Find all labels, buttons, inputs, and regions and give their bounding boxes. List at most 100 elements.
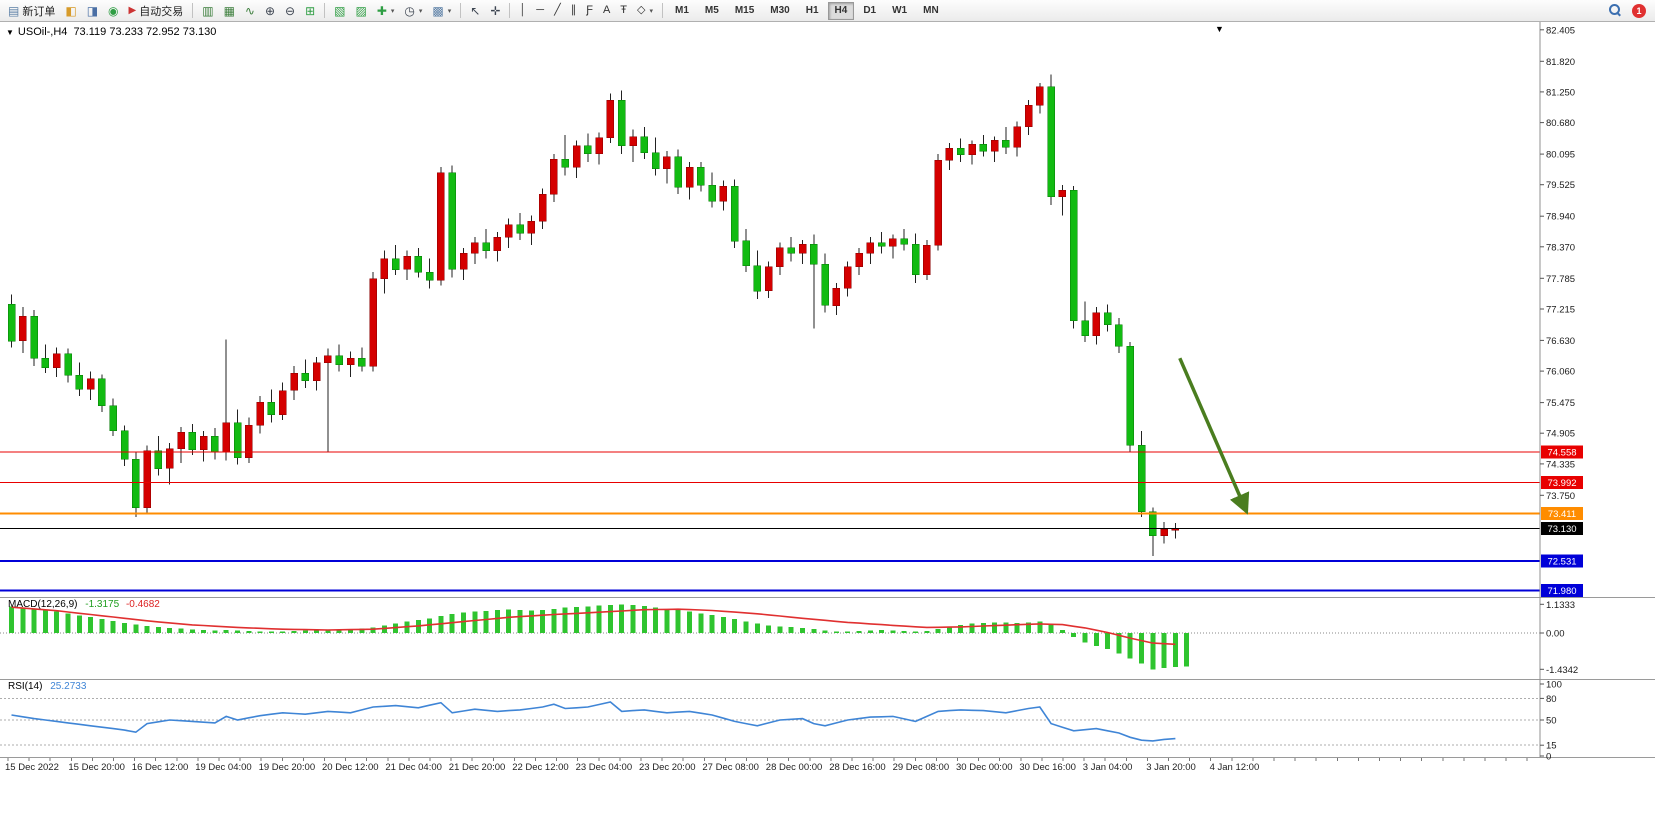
search-icon[interactable] xyxy=(1609,4,1622,17)
autotrading-icon: ▶ xyxy=(128,4,137,16)
tile-windows-button[interactable]: ⊞ xyxy=(300,1,320,20)
crosshair-icon: ✛ xyxy=(490,3,501,18)
data-window-icon: ◨ xyxy=(86,3,99,18)
chevron-down-icon: ▾ xyxy=(390,7,395,15)
market-watch-button[interactable]: ◧ xyxy=(60,1,81,20)
price-badge-label: 73.992 xyxy=(1547,478,1576,489)
template-icon: ▩ xyxy=(432,3,444,18)
toolbar-separator xyxy=(662,3,663,18)
price-axis[interactable]: 82.405 81.820 81.250 80.680 80.095 79.525 78.9… xyxy=(1539,22,1578,763)
price-badge-label: 74.558 xyxy=(1547,447,1576,458)
timeframe-mn-button[interactable]: MN xyxy=(916,2,946,20)
symbol-dropdown-icon[interactable]: ▼ xyxy=(6,27,14,37)
rsi-pane xyxy=(0,697,1540,746)
navigator-button[interactable]: ◉ xyxy=(103,1,123,20)
price-axis-label: 80.095 xyxy=(1546,150,1575,161)
arrows-tool-button[interactable]: Ŧ xyxy=(615,1,632,20)
macd-axis-label: -1.4342 xyxy=(1546,665,1578,676)
text-tool-button[interactable]: A xyxy=(598,1,615,20)
templates-button[interactable]: ▩ ▾ xyxy=(427,1,456,20)
time-axis[interactable]: 15 Dec 2022 15 Dec 20:00 16 Dec 12:00 19 De… xyxy=(5,758,1528,773)
trendline-button[interactable]: ╱ xyxy=(549,1,566,20)
vertical-line-button[interactable]: │ xyxy=(514,1,531,20)
zoom-in-button[interactable]: ⊕ xyxy=(260,1,280,20)
price-axis-label: 74.335 xyxy=(1546,459,1575,470)
candlestick-chart-icon: ▦ xyxy=(223,3,235,18)
new-order-icon: ▤ xyxy=(8,3,20,18)
time-axis-label: 28 Dec 00:00 xyxy=(766,762,823,773)
autotrading-button[interactable]: ▶ 自动交易 xyxy=(124,1,189,20)
chart-shift-marker[interactable]: ▼ xyxy=(1215,24,1224,34)
line-chart-icon: ∿ xyxy=(244,3,255,18)
clock-icon: ◷ xyxy=(404,3,415,18)
cursor-button[interactable]: ↖ xyxy=(465,1,485,20)
fibonacci-icon: Ƒ xyxy=(586,4,593,16)
time-axis-label: 30 Dec 00:00 xyxy=(956,762,1013,773)
time-axis-label: 3 Jan 04:00 xyxy=(1083,762,1133,773)
macd-pane xyxy=(0,604,1540,670)
shift-chart-icon: ▧ xyxy=(334,3,346,18)
price-badge-label: 71.980 xyxy=(1547,586,1576,597)
price-axis-label: 77.785 xyxy=(1546,274,1575,285)
level-lines[interactable] xyxy=(0,451,1540,592)
shift-chart-button[interactable]: ▧ xyxy=(329,1,350,20)
market-watch-icon: ◧ xyxy=(65,3,77,18)
fibonacci-button[interactable]: Ƒ xyxy=(581,1,598,20)
rsi-name: RSI(14) xyxy=(8,681,43,692)
timeframe-group: M1 M5 M15 M30 H1 H4 D1 W1 MN xyxy=(667,0,947,22)
notification-badge[interactable]: 1 xyxy=(1632,3,1646,18)
bar-chart-button[interactable]: ▥ xyxy=(197,1,218,20)
time-axis-label: 3 Jan 20:00 xyxy=(1146,762,1196,773)
price-axis-label: 81.250 xyxy=(1546,87,1575,98)
macd-axis-label: 1.1333 xyxy=(1546,600,1575,611)
cursor-icon: ↖ xyxy=(470,3,481,18)
candles xyxy=(7,74,1180,557)
rsi-axis-label: 100 xyxy=(1546,680,1562,691)
channel-button[interactable]: ∥ xyxy=(566,1,582,20)
line-chart-button[interactable]: ∿ xyxy=(240,1,260,20)
chevron-down-icon: ▾ xyxy=(447,7,452,15)
timeframe-h4-button[interactable]: H4 xyxy=(827,1,855,20)
horizontal-line-button[interactable]: ─ xyxy=(531,1,549,20)
navigator-icon: ◉ xyxy=(108,3,119,18)
price-axis-label: 74.905 xyxy=(1546,429,1575,440)
timeframe-m1-button[interactable]: M1 xyxy=(668,2,696,20)
periods-button[interactable]: ◷ ▾ xyxy=(399,1,427,20)
candle-chart-button[interactable]: ▦ xyxy=(219,1,240,20)
indicators-button[interactable]: ✚ ▾ xyxy=(372,1,400,20)
time-axis-label: 27 Dec 08:00 xyxy=(702,762,759,773)
tile-windows-icon: ⊞ xyxy=(305,3,316,18)
price-badges: 74.558 73.992 73.411 73.130 72.531 71.980 xyxy=(1541,445,1583,597)
timeframe-m15-button[interactable]: M15 xyxy=(728,2,761,20)
macd-signal-line xyxy=(11,606,1176,646)
price-axis-label: 79.525 xyxy=(1546,180,1575,191)
data-window-button[interactable]: ◨ xyxy=(82,1,103,20)
timeframe-w1-button[interactable]: W1 xyxy=(885,2,914,20)
price-axis-label: 82.405 xyxy=(1546,25,1575,36)
price-badge-label: 72.531 xyxy=(1547,556,1576,567)
timeframe-h1-button[interactable]: H1 xyxy=(799,2,826,20)
price-badge-label: 73.411 xyxy=(1548,509,1576,520)
time-axis-label: 16 Dec 12:00 xyxy=(132,762,189,773)
price-badge xyxy=(1541,445,1583,459)
zoom-out-button[interactable]: ⊖ xyxy=(280,1,300,20)
auto-scroll-button[interactable]: ▨ xyxy=(351,1,372,20)
trend-arrow[interactable] xyxy=(1178,357,1250,515)
timeframe-m5-button[interactable]: M5 xyxy=(698,2,726,20)
shapes-button[interactable]: ◇ ▾ xyxy=(632,1,658,20)
macd-axis-label: 0.00 xyxy=(1546,629,1565,640)
time-axis-label: 30 Dec 16:00 xyxy=(1019,762,1076,773)
price-axis-label: 75.475 xyxy=(1546,398,1575,409)
new-order-button[interactable]: ▤ 新订单 xyxy=(3,1,60,20)
toolbar-separator xyxy=(509,3,511,18)
timeframe-d1-button[interactable]: D1 xyxy=(856,2,883,20)
zoom-out-icon: ⊖ xyxy=(285,3,296,18)
price-axis-label: 76.630 xyxy=(1546,336,1575,347)
macd-label: MACD(12,26,9) -1.3175 -0.4682 xyxy=(8,599,160,610)
price-badge xyxy=(1541,475,1583,489)
rsi-label: RSI(14) 25.2733 xyxy=(8,681,86,692)
indicators-add-icon: ✚ xyxy=(376,3,387,18)
timeframe-m30-button[interactable]: M30 xyxy=(763,2,796,20)
crosshair-button[interactable]: ✛ xyxy=(485,1,505,20)
